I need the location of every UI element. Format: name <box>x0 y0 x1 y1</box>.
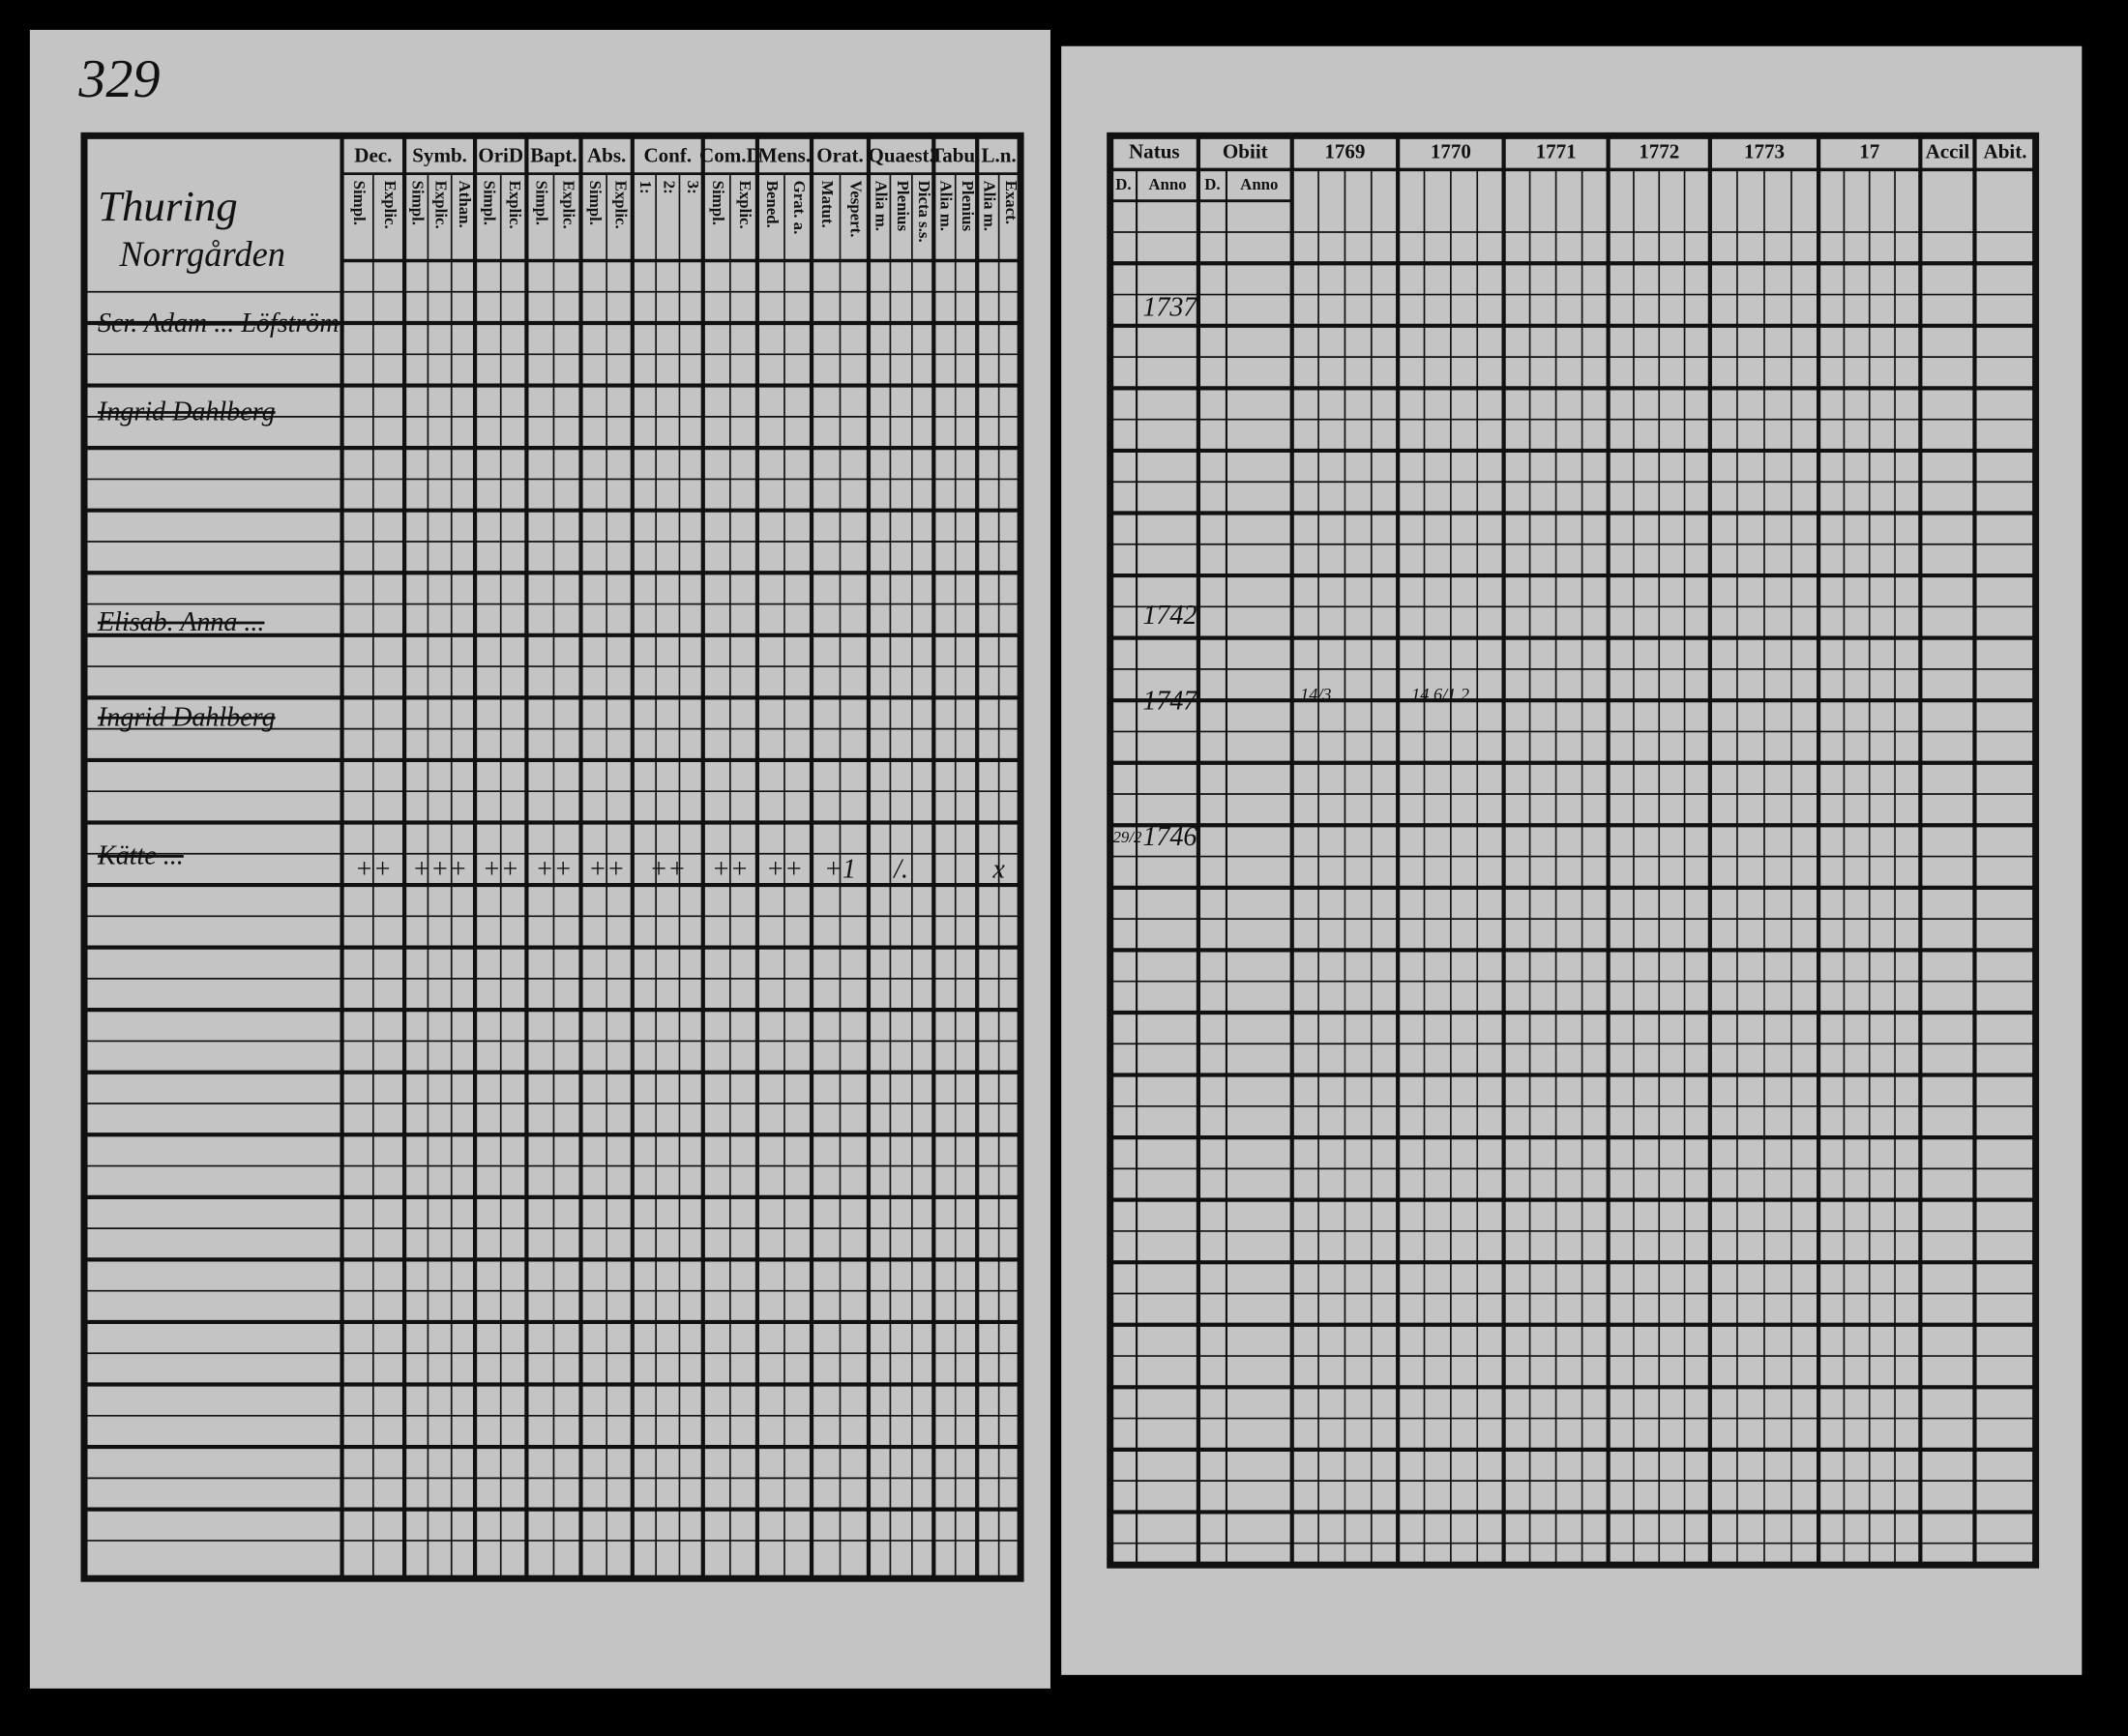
column-subheader: 3: <box>684 181 702 194</box>
column-header: Quaest. <box>868 144 933 167</box>
column-subheader: Vespert. <box>846 181 865 238</box>
column-subheader: Explic. <box>432 181 451 229</box>
birth-year: 1737 <box>1142 292 1197 322</box>
column-subheader: Simpl. <box>408 181 427 225</box>
tally-mark: ++ <box>766 854 803 884</box>
column-header: Tabu. <box>931 144 980 167</box>
tally-mark: x <box>991 854 1005 884</box>
column-header: 1772 <box>1639 139 1679 162</box>
column-subheader: D. <box>1204 175 1220 193</box>
column-header: Com.D <box>699 144 761 167</box>
column-subheader: Simpl. <box>350 181 369 225</box>
column-subheader: Plenius <box>959 181 977 232</box>
entry-name: Kätte ... <box>97 840 184 870</box>
column-subheader: Explic. <box>381 181 399 229</box>
column-subheader: Grat. a. <box>790 181 809 235</box>
entry-name: Ingrid Dahlberg <box>97 397 276 427</box>
tally-mark: ++ <box>355 854 392 884</box>
left-title: Norrgården <box>118 234 285 274</box>
column-header: 1773 <box>1744 139 1785 162</box>
note: 14/3 <box>1300 685 1331 704</box>
column-header: Mens. <box>758 144 811 167</box>
column-header: 17 <box>1859 139 1879 162</box>
column-header: OriD <box>478 144 523 167</box>
tally-mark: ++ <box>712 854 749 884</box>
column-subheader: Anno <box>1148 175 1186 193</box>
birth-day: 29/2 <box>1113 828 1142 846</box>
page-number: 329 <box>77 49 160 109</box>
column-header: 1771 <box>1536 139 1577 162</box>
column-subheader: 1: <box>636 181 655 194</box>
entry-name: Elisab. Anna ... <box>97 607 264 637</box>
left-paper <box>29 29 1050 1689</box>
column-subheader: Explic. <box>506 181 524 229</box>
column-header: Orat. <box>816 144 863 167</box>
column-header: L.n. <box>982 144 1017 167</box>
column-subheader: Anno <box>1240 175 1278 193</box>
birth-year: 1746 <box>1142 822 1197 852</box>
column-subheader: Simpl. <box>481 181 499 225</box>
column-subheader: Alia m. <box>937 181 956 231</box>
entry-name: Scr. Adam ... Löfström <box>98 309 340 338</box>
column-subheader: Simpl. <box>586 181 605 225</box>
column-header: Symb. <box>412 144 467 167</box>
column-subheader: Matut. <box>818 181 837 228</box>
column-subheader: Alia m. <box>872 181 890 231</box>
column-subheader: Explic. <box>560 181 578 229</box>
column-header: 1770 <box>1431 139 1471 162</box>
column-subheader: 2: <box>660 181 678 194</box>
note: 14 6/1 2 <box>1411 685 1469 704</box>
column-header: Accil <box>1926 139 1970 162</box>
birth-year: 1747 <box>1142 686 1197 716</box>
column-header: Dec. <box>354 144 392 167</box>
column-subheader: Simpl. <box>709 181 727 225</box>
column-subheader: Explic. <box>612 181 631 229</box>
column-subheader: Explic. <box>736 181 754 229</box>
column-subheader: Simpl. <box>533 181 551 225</box>
tally-mark: ++ <box>649 854 686 884</box>
column-header: Obiit <box>1223 139 1268 162</box>
column-header: Bapt. <box>530 144 577 167</box>
column-header: Natus <box>1129 139 1180 162</box>
column-header: Conf. <box>643 144 692 167</box>
column-subheader: Plenius <box>894 181 912 232</box>
column-subheader: Alia m. <box>981 181 999 231</box>
birth-year: 1742 <box>1142 601 1197 631</box>
column-subheader: Dicta s.s. <box>915 181 933 243</box>
tally-mark: ++ <box>588 854 625 884</box>
tally-mark: +1 <box>824 854 856 884</box>
column-header: Abit. <box>1984 139 2027 162</box>
right-paper <box>1061 45 2083 1675</box>
column-subheader: Athan. <box>456 181 474 228</box>
entry-name: Ingrid Dahlberg <box>97 702 276 732</box>
tally-mark: ++ <box>536 854 573 884</box>
tally-mark: +++ <box>412 854 467 884</box>
tally-mark: ++ <box>483 854 519 884</box>
left-title: Thuring <box>98 182 238 230</box>
column-subheader: Bened. <box>763 181 782 228</box>
column-subheader: Exact. <box>1002 181 1020 224</box>
column-header: Abs. <box>587 144 626 167</box>
column-header: 1769 <box>1324 139 1365 162</box>
tally-mark: /. <box>892 854 908 884</box>
column-subheader: D. <box>1115 175 1131 193</box>
table-frame <box>80 132 1024 1582</box>
